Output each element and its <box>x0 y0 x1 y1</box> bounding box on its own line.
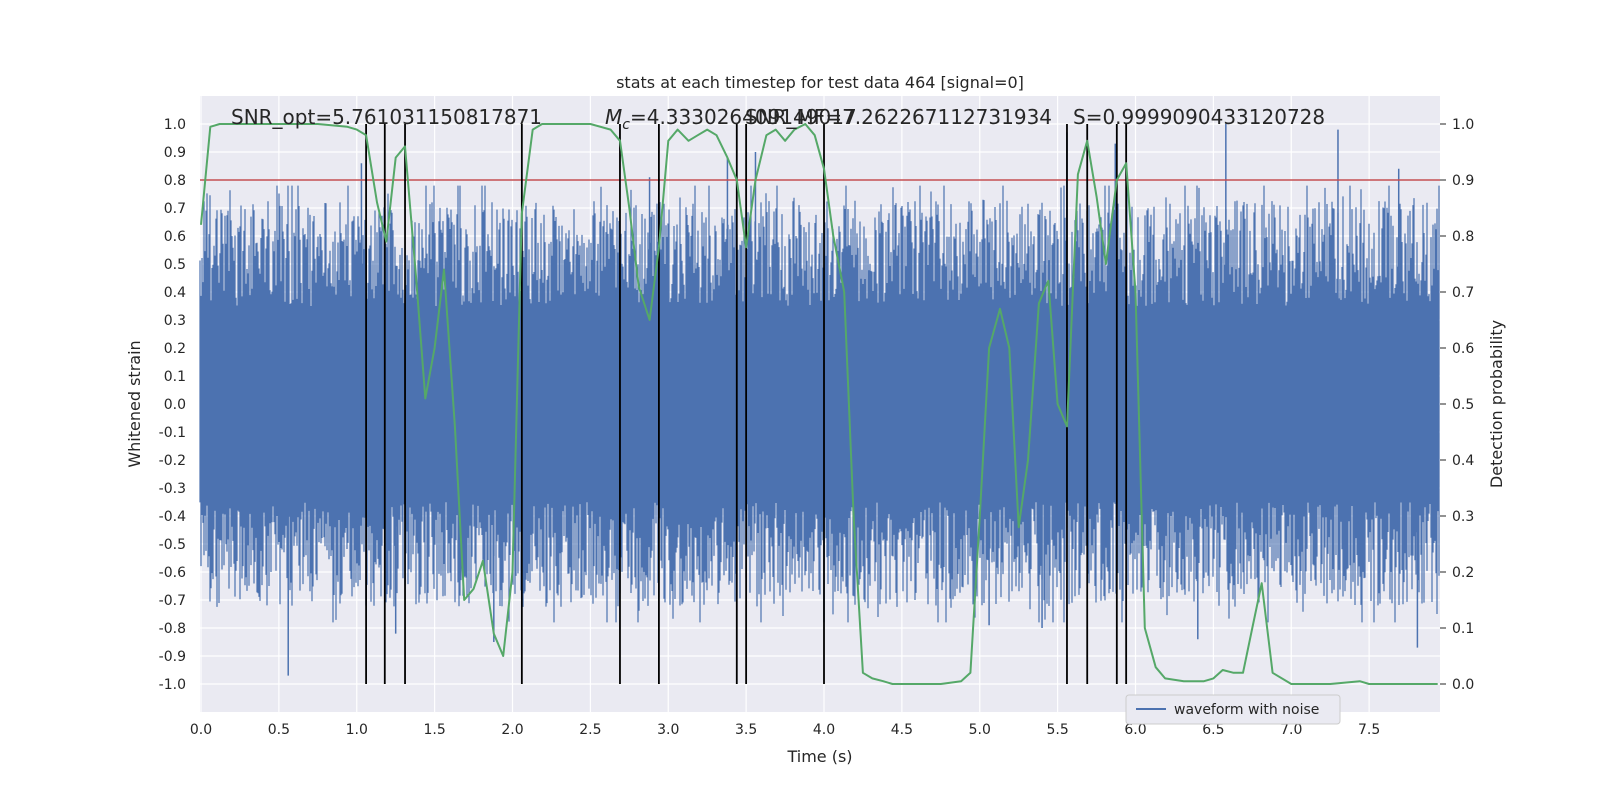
annotation-snr-mf: SNR_MF=7.262267112731934 <box>745 105 1052 129</box>
y2-tick-label: 0.9 <box>1452 173 1474 189</box>
legend: waveform with noise <box>1125 694 1341 725</box>
y-tick-label: -0.1 <box>159 425 186 441</box>
waveform-noise <box>199 185 1440 623</box>
y2-tick-label: 1.0 <box>1452 117 1474 133</box>
x-tick-label: 6.0 <box>1124 722 1146 738</box>
waveform-series <box>199 124 1440 676</box>
y2-axis-label: Detection probability <box>1487 320 1506 488</box>
y-tick-label: -0.9 <box>159 649 186 665</box>
x-tick-label: 1.5 <box>423 722 445 738</box>
y-tick-label: 0.9 <box>164 145 186 161</box>
y-tick-label: -1.0 <box>159 677 186 693</box>
x-tick-label: 0.0 <box>190 722 212 738</box>
annotation-mc: Mc=4.333026409149017 <box>605 105 857 133</box>
y2-tick-label: 0.7 <box>1452 285 1474 301</box>
y2-tick-label: 0.8 <box>1452 229 1474 245</box>
x-tick-label: 6.5 <box>1202 722 1224 738</box>
y-tick-label: 0.8 <box>164 173 186 189</box>
annotation-mc-value: =4.333026409149017 <box>630 105 857 129</box>
y2-tick-label: 0.4 <box>1452 453 1474 469</box>
x-tick-label: 4.0 <box>813 722 835 738</box>
y-axis-ticks: -1.0 -0.9 -0.8 -0.7 -0.6 -0.5 -0.4 -0.3 -0.2 -0.1… <box>159 117 186 693</box>
y-tick-label: 0.7 <box>164 201 186 217</box>
annotation-s: S=0.9999090433120728 <box>1073 105 1325 129</box>
x-axis-ticks: 0.0 0.5 1.0 1.5 2.0 2.5 3.0 3.5 4.0 4.5 5.0 5.5 6.0 6… <box>190 722 1380 738</box>
y-tick-label: -0.5 <box>159 537 186 553</box>
x-tick-label: 7.5 <box>1358 722 1380 738</box>
y-tick-label: 1.0 <box>164 117 186 133</box>
y-tick-label: 0.6 <box>164 229 186 245</box>
vertical-markers <box>365 124 1128 684</box>
detection-probability-series <box>200 123 1438 685</box>
y2-tick-label: 0.1 <box>1452 621 1474 637</box>
annotation-mc-subscript: c <box>622 117 630 133</box>
y-tick-label: -0.2 <box>159 453 186 469</box>
y-axis-label: Whitened strain <box>125 340 144 467</box>
annotation-snr-opt: SNR_opt=5.761031150817871 <box>231 105 542 129</box>
x-tick-label: 5.0 <box>969 722 991 738</box>
x-axis-label: Time (s) <box>786 747 852 766</box>
y2-axis-ticks: 0.0 0.1 0.2 0.3 0.4 0.5 0.6 0.7 0.8 0.9 1.0 <box>1440 117 1474 693</box>
y-tick-label: 0.5 <box>164 257 186 273</box>
y-tick-label: -0.4 <box>159 509 186 525</box>
y-tick-label: 0.4 <box>164 285 186 301</box>
x-tick-label: 3.0 <box>657 722 679 738</box>
y-tick-label: -0.6 <box>159 565 186 581</box>
y2-tick-label: 0.0 <box>1452 677 1474 693</box>
x-tick-label: 3.5 <box>735 722 757 738</box>
y2-tick-label: 0.5 <box>1452 397 1474 413</box>
x-tick-label: 7.0 <box>1280 722 1302 738</box>
y-tick-label: 0.3 <box>164 313 186 329</box>
y2-tick-label: 0.6 <box>1452 341 1474 357</box>
legend-entry-waveform: waveform with noise <box>1174 702 1319 718</box>
y2-tick-label: 0.3 <box>1452 509 1474 525</box>
x-tick-label: 1.0 <box>346 722 368 738</box>
x-tick-label: 2.0 <box>501 722 523 738</box>
y-tick-label: -0.7 <box>159 593 186 609</box>
annotation-mc-symbol: M <box>605 105 622 129</box>
x-tick-label: 0.5 <box>268 722 290 738</box>
chart-title: stats at each timestep for test data 464… <box>616 73 1024 92</box>
x-tick-label: 5.5 <box>1046 722 1068 738</box>
y-tick-label: -0.3 <box>159 481 186 497</box>
y-tick-label: -0.8 <box>159 621 186 637</box>
x-tick-label: 2.5 <box>579 722 601 738</box>
y-tick-label: 0.1 <box>164 369 186 385</box>
x-tick-label: 4.5 <box>891 722 913 738</box>
y2-tick-label: 0.2 <box>1452 565 1474 581</box>
legend-box <box>1125 694 1341 725</box>
y-tick-label: 0.0 <box>164 397 186 413</box>
y-tick-label: 0.2 <box>164 341 186 357</box>
